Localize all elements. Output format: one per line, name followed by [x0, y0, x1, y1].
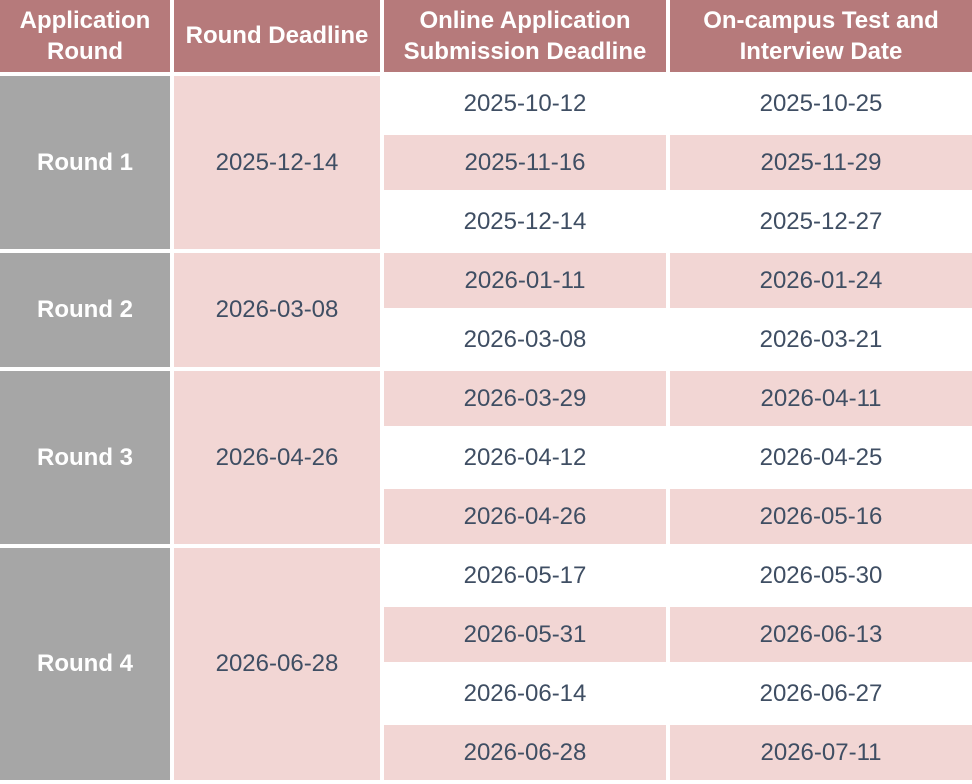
header-row: Application Round Round Deadline Online …	[0, 0, 972, 76]
round-1-label-cell: Round 1	[0, 74, 174, 253]
submission-date-cell: 2026-03-29	[382, 369, 670, 430]
submission-date-cell: 2026-06-14	[382, 664, 670, 725]
submission-date-cell: 2026-01-11	[382, 251, 670, 312]
submission-date-cell: 2026-04-26	[382, 487, 670, 548]
submission-date-cell: 2025-12-14	[382, 192, 670, 253]
round-2-label-cell: Round 2	[0, 251, 174, 371]
submission-date-cell: 2026-05-17	[382, 546, 670, 607]
test-date-cell: 2026-07-11	[668, 723, 972, 784]
test-date-cell: 2026-05-16	[668, 487, 972, 548]
submission-date-cell: 2026-03-08	[382, 310, 670, 371]
table-row: 2026-06-14 2026-06-27	[0, 664, 972, 725]
test-date-cell: 2026-01-24	[668, 251, 972, 312]
round-2-deadline-cell: 2026-03-08	[172, 251, 384, 371]
round-3-deadline-cell: 2026-04-26	[172, 369, 384, 548]
table-row: 2026-06-28 2026-07-11	[0, 723, 972, 784]
submission-date-cell: 2026-04-12	[382, 428, 670, 489]
test-date-cell: 2026-04-11	[668, 369, 972, 430]
header-submission-deadline: Online Application Submission Deadline	[382, 0, 670, 76]
test-date-cell: 2026-06-27	[668, 664, 972, 725]
header-application-round: Application Round	[0, 0, 174, 76]
table-row: Round 3 2026-04-26 2026-03-29 2026-04-11	[0, 369, 972, 548]
header-test-interview-date: On-campus Test and Interview Date	[668, 0, 972, 76]
submission-date-cell: 2025-10-12	[382, 74, 670, 135]
table-row: 2025-11-16 2025-11-29	[0, 133, 972, 194]
table-row: Round 1 2025-12-14 2025-10-12 2025-10-25	[0, 74, 972, 253]
submission-date-cell: 2026-06-28	[382, 723, 670, 784]
table-row: 2026-03-08 2026-03-21	[0, 310, 972, 371]
test-date-cell: 2026-04-25	[668, 428, 972, 489]
test-date-cell: 2025-10-25	[668, 74, 972, 135]
table-row: 2026-05-31 2026-06-13	[0, 605, 972, 666]
round-4-deadline-cell: 2026-06-28	[172, 546, 384, 784]
submission-date-cell: 2026-05-31	[382, 605, 670, 666]
test-date-cell: 2025-11-29	[668, 133, 972, 194]
round-4-label-cell: Round 4	[0, 546, 174, 784]
test-date-cell: 2026-05-30	[668, 546, 972, 607]
table-row: 2026-04-12 2026-04-25	[0, 428, 972, 489]
test-date-cell: 2025-12-27	[668, 192, 972, 253]
header-round-deadline: Round Deadline	[172, 0, 384, 76]
table-row: 2025-12-14 2025-12-27	[0, 192, 972, 253]
test-date-cell: 2026-03-21	[668, 310, 972, 371]
round-3-label-cell: Round 3	[0, 369, 174, 548]
round-1-deadline-cell: 2025-12-14	[172, 74, 384, 253]
table-row: Round 4 2026-06-28 2026-05-17 2026-05-30	[0, 546, 972, 784]
table-row: 2026-04-26 2026-05-16	[0, 487, 972, 548]
table-row: Round 2 2026-03-08 2026-01-11 2026-01-24	[0, 251, 972, 371]
test-date-cell: 2026-06-13	[668, 605, 972, 666]
submission-date-cell: 2025-11-16	[382, 133, 670, 194]
